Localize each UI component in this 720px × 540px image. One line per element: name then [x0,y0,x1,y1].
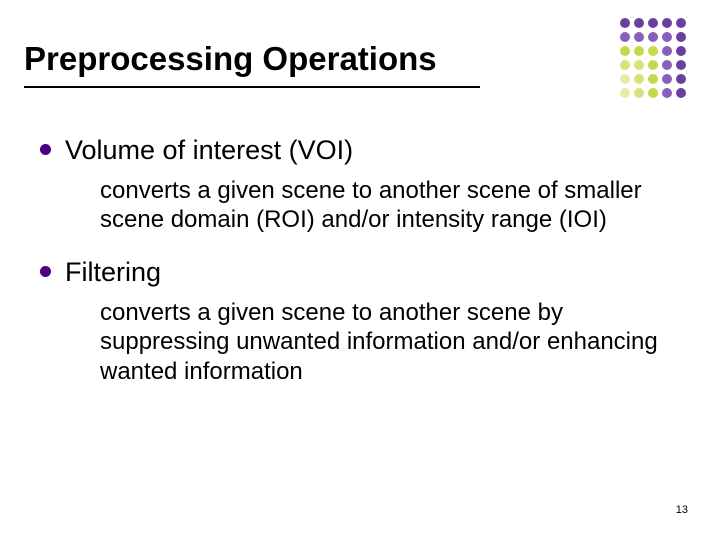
dot-icon [634,88,644,98]
dot-icon [634,32,644,42]
dot-icon [648,18,658,28]
dot-icon [676,74,686,84]
dot-icon [634,60,644,70]
item-body: converts a given scene to another scene … [100,298,660,386]
item-heading: Filtering [65,256,161,290]
dot-icon [676,46,686,56]
dot-icon [648,60,658,70]
item-heading: Volume of interest (VOI) [65,134,353,168]
dot-icon [634,18,644,28]
dot-icon [676,88,686,98]
dot-icon [662,74,672,84]
dot-icon [620,88,630,98]
page-number: 13 [676,504,688,516]
dot-icon [662,60,672,70]
dot-icon [620,18,630,28]
item-body: converts a given scene to another scene … [100,176,660,235]
dot-icon [620,32,630,42]
dot-icon [662,18,672,28]
bullet-icon [40,266,51,277]
dot-icon [620,60,630,70]
list-item: Filtering [40,256,680,290]
decorative-dots [620,18,690,102]
content-area: Volume of interest (VOI) converts a give… [40,134,680,408]
bullet-icon [40,144,51,155]
dot-icon [676,60,686,70]
dot-icon [634,74,644,84]
title-area: Preprocessing Operations [24,40,696,88]
title-underline [24,86,480,88]
dot-icon [662,88,672,98]
dot-icon [676,32,686,42]
dot-icon [620,74,630,84]
dot-icon [648,46,658,56]
dot-icon [662,46,672,56]
list-item: Volume of interest (VOI) [40,134,680,168]
dot-icon [648,32,658,42]
dot-icon [648,74,658,84]
slide-title: Preprocessing Operations [24,40,696,78]
slide: Preprocessing Operations Volume of inter… [0,0,720,540]
dot-icon [634,46,644,56]
dot-icon [662,32,672,42]
dot-icon [648,88,658,98]
dot-icon [620,46,630,56]
dot-icon [676,18,686,28]
